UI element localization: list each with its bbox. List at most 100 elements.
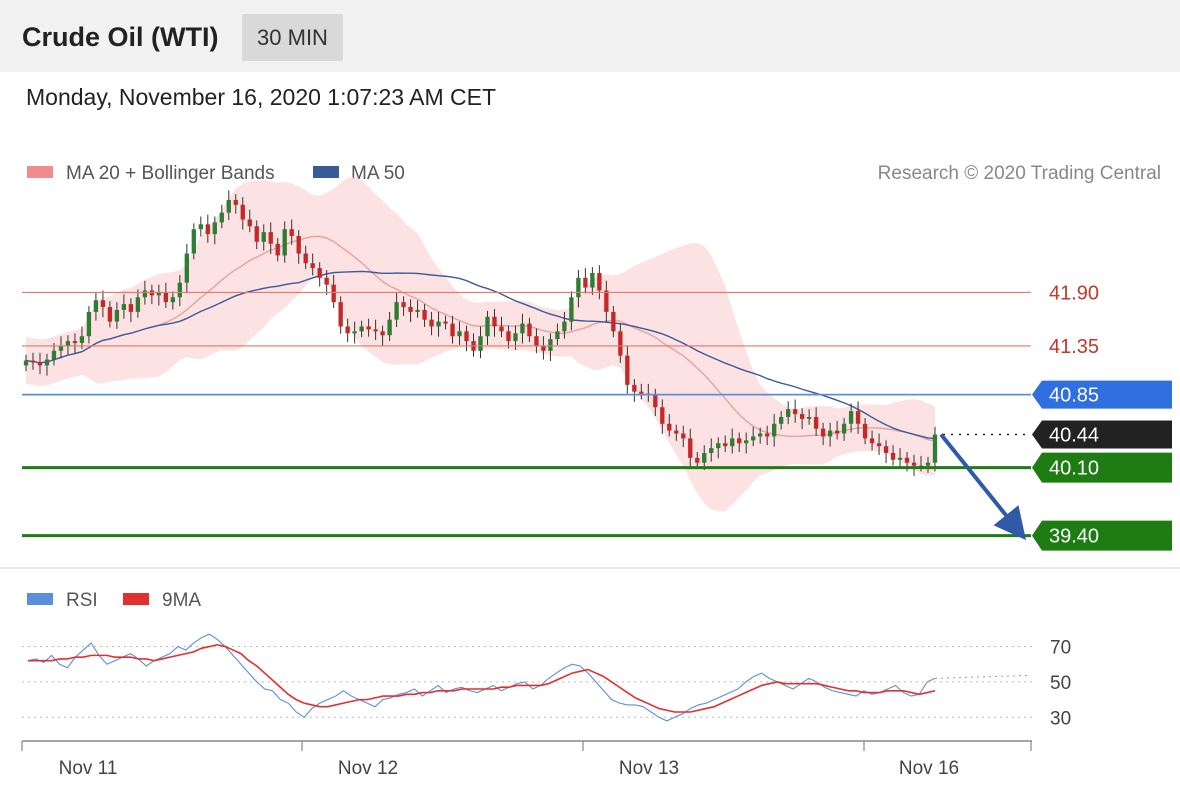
candle-body bbox=[904, 457, 910, 463]
x-axis-label: Nov 13 bbox=[619, 758, 679, 779]
x-axis: Nov 11 Nov 12 Nov 13 Nov 16 bbox=[21, 741, 1032, 779]
pivot-tag bbox=[1032, 380, 1172, 409]
candle-body bbox=[317, 268, 322, 278]
candle-body bbox=[569, 297, 574, 322]
candle-body bbox=[324, 277, 329, 285]
candle-body bbox=[792, 409, 798, 415]
support-tag bbox=[1032, 452, 1172, 483]
candle-body bbox=[737, 438, 742, 444]
ma50-legend-swatch bbox=[313, 166, 339, 178]
x-axis-label: Nov 11 bbox=[59, 758, 118, 779]
candle-body bbox=[597, 272, 602, 291]
candle-body bbox=[366, 326, 371, 330]
candle-body bbox=[674, 430, 679, 434]
resistance-label: 41.90 bbox=[1049, 282, 1099, 304]
candle-body bbox=[86, 311, 92, 337]
candle-body bbox=[72, 341, 78, 344]
candle-body bbox=[240, 204, 245, 220]
candle-body bbox=[848, 411, 854, 424]
candle-body bbox=[765, 433, 770, 437]
candle-body bbox=[296, 236, 301, 254]
timeframe-badge[interactable]: 30 MIN bbox=[242, 14, 343, 61]
candle-body bbox=[534, 336, 539, 346]
candle-body bbox=[890, 452, 896, 460]
candle-body bbox=[142, 290, 148, 298]
bollinger-legend-swatch bbox=[27, 166, 53, 178]
forecast-arrow bbox=[939, 433, 1027, 541]
candle-body bbox=[751, 436, 756, 441]
candle-body bbox=[205, 224, 210, 235]
candle-body bbox=[639, 391, 644, 394]
candle-body bbox=[310, 263, 315, 269]
candle-body bbox=[785, 409, 791, 417]
x-axis-label: Nov 16 bbox=[899, 758, 959, 779]
candle-body bbox=[827, 430, 833, 437]
rsi-projection bbox=[934, 674, 1031, 679]
candle-body bbox=[667, 423, 672, 431]
candle-body bbox=[401, 302, 406, 308]
current-price-tag bbox=[1032, 420, 1172, 449]
current-price-label: 40.44 bbox=[1049, 424, 1099, 446]
candle-body bbox=[93, 300, 99, 312]
header-bar: Crude Oil (WTI) 30 MIN bbox=[0, 0, 1180, 72]
candle-body bbox=[128, 304, 134, 312]
candle-body bbox=[862, 423, 868, 439]
instrument-title: Crude Oil (WTI) bbox=[22, 22, 219, 52]
candle-body bbox=[289, 229, 294, 236]
candle-body bbox=[170, 297, 176, 303]
candle-body bbox=[799, 414, 805, 419]
candle-body bbox=[79, 336, 85, 344]
candle-body bbox=[275, 243, 280, 256]
candle-body bbox=[163, 292, 169, 303]
support-tag bbox=[1032, 520, 1172, 551]
rsi-layer: 70 50 30 bbox=[22, 633, 1071, 729]
candle-body bbox=[702, 452, 707, 463]
candle-body bbox=[576, 277, 581, 298]
candle-body bbox=[604, 290, 609, 312]
candle-body bbox=[499, 326, 504, 332]
price-layer bbox=[23, 176, 938, 512]
candle-body bbox=[688, 438, 693, 458]
rsi-legend-label: RSI bbox=[66, 590, 98, 611]
candle-body bbox=[135, 297, 141, 312]
candle-body bbox=[352, 331, 357, 334]
candle-body bbox=[331, 284, 336, 303]
candle-body bbox=[436, 321, 441, 327]
rsi-tick-label: 50 bbox=[1050, 673, 1071, 694]
bollinger-legend-label: MA 20 + Bollinger Bands bbox=[66, 163, 275, 184]
candle-body bbox=[394, 302, 399, 320]
research-credit: Research © 2020 Trading Central bbox=[878, 163, 1161, 184]
candle-body bbox=[23, 360, 29, 366]
candle-body bbox=[506, 331, 511, 342]
candle-body bbox=[415, 309, 420, 312]
candle-body bbox=[37, 362, 43, 366]
candle-body bbox=[478, 336, 483, 351]
candle-body bbox=[345, 326, 350, 334]
support-label: 40.10 bbox=[1049, 458, 1099, 480]
candle-body bbox=[212, 222, 217, 235]
candle-body bbox=[932, 434, 938, 463]
candle-body bbox=[261, 232, 266, 242]
rsi-line bbox=[27, 633, 936, 722]
candle-body bbox=[450, 323, 455, 337]
candle-body bbox=[681, 433, 686, 439]
candle-body bbox=[114, 309, 120, 322]
candle-body bbox=[583, 277, 588, 288]
candle-body bbox=[716, 443, 721, 449]
candle-body bbox=[625, 355, 630, 385]
candle-body bbox=[373, 329, 378, 332]
candle-body bbox=[429, 319, 434, 327]
candle-body bbox=[492, 316, 497, 327]
timestamp: Monday, November 16, 2020 1:07:23 AM CET bbox=[26, 84, 497, 110]
candle-body bbox=[443, 321, 448, 324]
candle-body bbox=[911, 462, 917, 466]
rsi-legend-swatch bbox=[27, 593, 53, 605]
resistance-label: 41.35 bbox=[1049, 336, 1099, 358]
candle-body bbox=[44, 359, 50, 366]
x-axis-label: Nov 12 bbox=[338, 758, 398, 779]
candle-body bbox=[806, 416, 812, 419]
candle-body bbox=[897, 457, 903, 460]
candle-body bbox=[338, 302, 343, 327]
candle-body bbox=[254, 226, 259, 242]
